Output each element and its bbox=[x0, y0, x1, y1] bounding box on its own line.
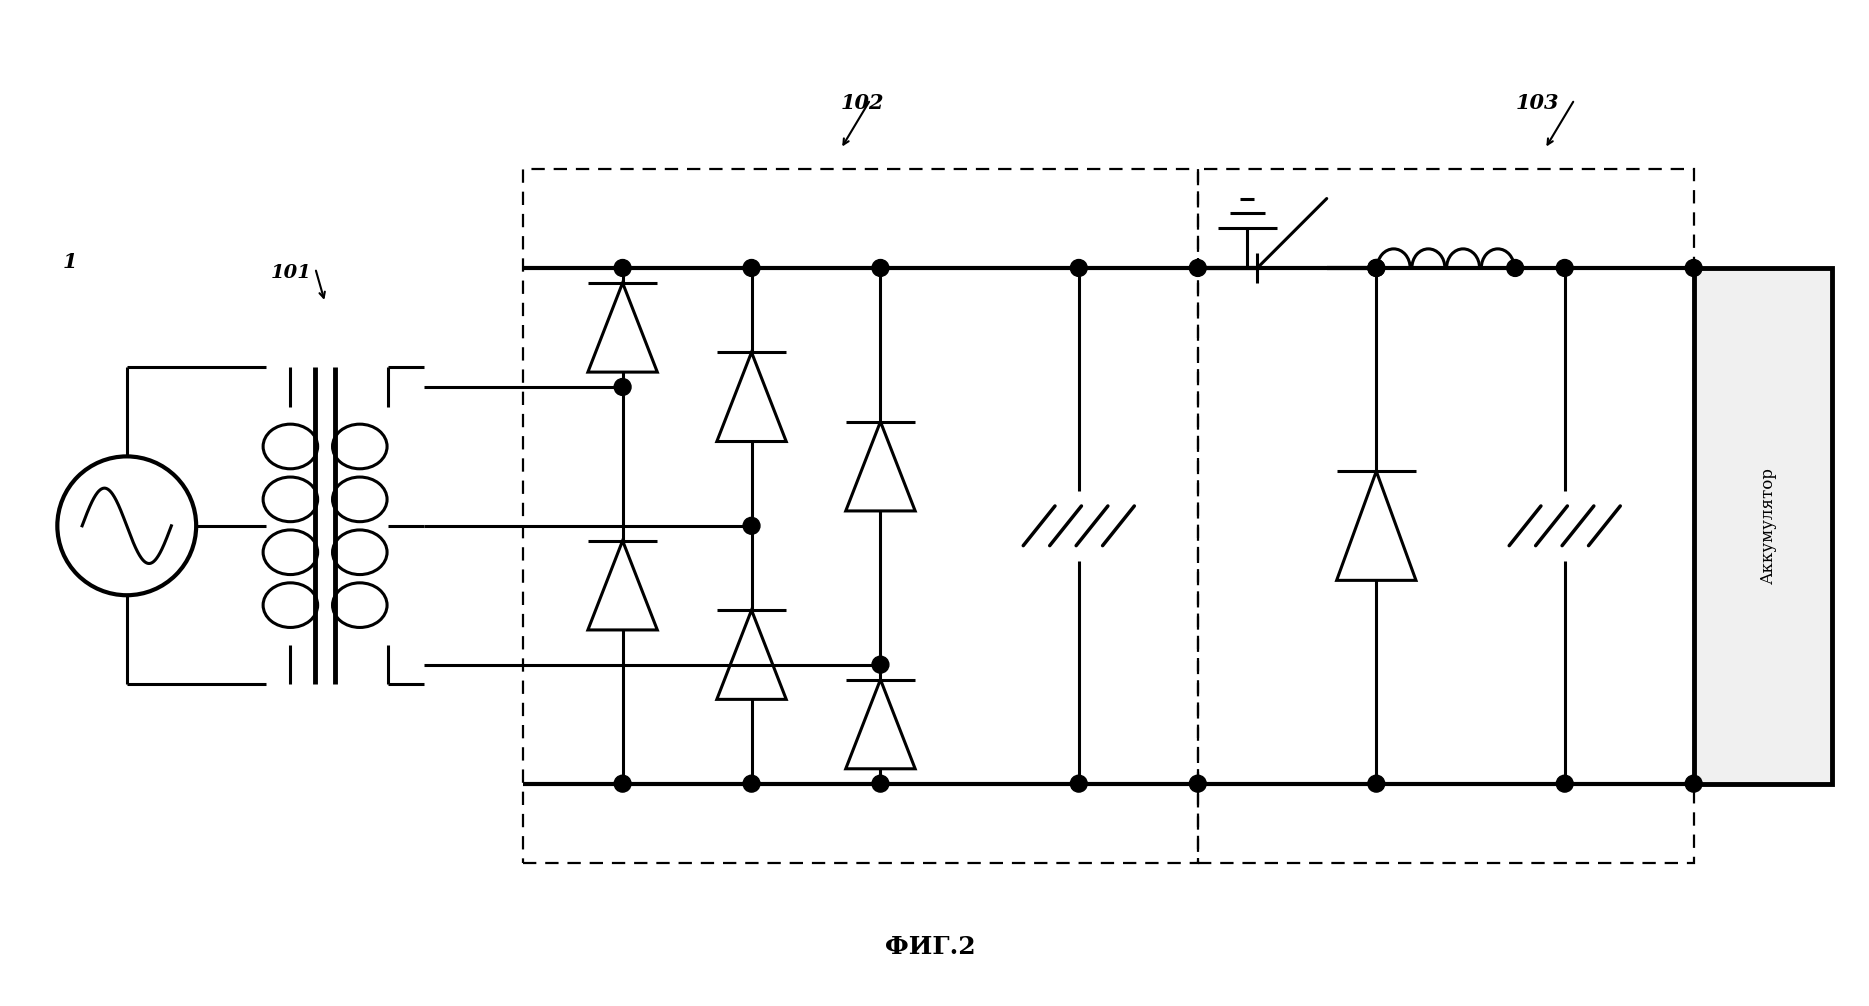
Text: ФИГ.2: ФИГ.2 bbox=[884, 936, 976, 960]
Bar bbox=[523, 169, 1198, 863]
Circle shape bbox=[1071, 776, 1088, 792]
Circle shape bbox=[744, 517, 761, 534]
Text: 102: 102 bbox=[841, 94, 884, 114]
Text: Аккумулятор: Аккумулятор bbox=[1759, 468, 1777, 584]
Circle shape bbox=[1368, 260, 1385, 277]
Circle shape bbox=[1071, 260, 1088, 277]
Circle shape bbox=[873, 656, 890, 673]
Circle shape bbox=[1368, 776, 1385, 792]
Circle shape bbox=[1189, 776, 1206, 792]
Circle shape bbox=[744, 776, 761, 792]
Circle shape bbox=[1557, 260, 1574, 277]
Circle shape bbox=[744, 260, 761, 277]
Text: 103: 103 bbox=[1516, 94, 1559, 114]
Bar bbox=[1693, 268, 1832, 784]
Text: 1: 1 bbox=[62, 252, 77, 272]
Circle shape bbox=[1189, 260, 1206, 277]
Circle shape bbox=[1686, 776, 1703, 792]
Circle shape bbox=[1368, 260, 1385, 277]
Bar bbox=[1198, 169, 1693, 863]
Circle shape bbox=[615, 260, 632, 277]
Circle shape bbox=[873, 260, 890, 277]
Circle shape bbox=[1506, 260, 1523, 277]
Circle shape bbox=[615, 776, 632, 792]
Circle shape bbox=[1557, 776, 1574, 792]
Circle shape bbox=[615, 378, 632, 395]
Circle shape bbox=[873, 776, 890, 792]
Circle shape bbox=[1686, 260, 1703, 277]
Text: 101: 101 bbox=[271, 264, 312, 282]
